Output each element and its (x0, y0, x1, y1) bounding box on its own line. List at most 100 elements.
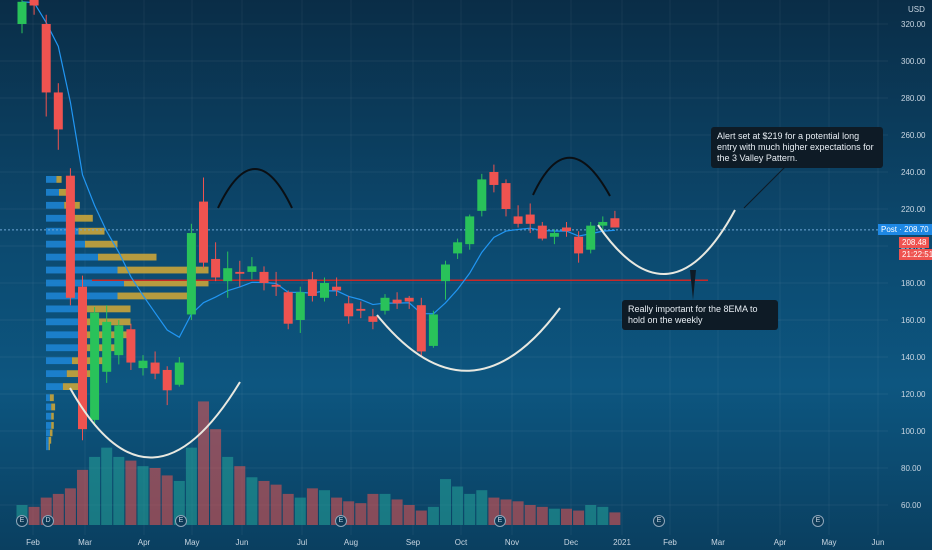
y-tick-label: 320.00 (901, 20, 926, 29)
volume-bar (319, 490, 330, 525)
candle-body (259, 271, 269, 283)
candle-body (562, 227, 571, 232)
candle-body (574, 236, 584, 254)
volume-profile-bar-b (51, 403, 56, 411)
event-marker-4[interactable]: E (335, 515, 347, 527)
volume-profile-bar-b (62, 383, 83, 390)
volume-bar (379, 493, 391, 525)
volume-profile-bar-a (46, 214, 72, 222)
volume-profile-bar-b (117, 292, 196, 300)
x-tick-label: Apr (774, 538, 787, 547)
volume-bar (331, 497, 343, 525)
candle-body (332, 286, 342, 291)
volume-profile-bar-a (46, 394, 50, 402)
volume-profile-bar-b (49, 394, 54, 402)
volume-bar (500, 499, 512, 525)
volume-profile-bar-a (46, 357, 72, 365)
valley-arc-1 (69, 381, 241, 459)
volume-profile-bar-a (46, 266, 118, 274)
x-tick-label: Dec (564, 538, 578, 547)
volume-bar (524, 505, 536, 525)
candle-body (150, 362, 160, 374)
volume-bar (270, 484, 282, 525)
x-tick-label: Jul (297, 538, 307, 547)
candle-body (549, 233, 559, 237)
x-tick-label: 2021 (613, 538, 631, 547)
y-tick-label: 280.00 (901, 94, 926, 103)
volume-profile-bar-b (48, 436, 52, 444)
volume-bar (440, 479, 451, 525)
candle-body (174, 362, 184, 385)
volume-profile-bar-b (72, 357, 104, 365)
candle-body (598, 221, 608, 226)
volume-profile-bar-a (46, 443, 49, 451)
volume-profile-bar-a (46, 383, 63, 390)
candle-body (344, 303, 354, 317)
candle-body (65, 175, 75, 298)
event-marker-5[interactable]: E (494, 515, 506, 527)
event-marker-6[interactable]: E (653, 515, 665, 527)
volume-bar (198, 401, 209, 525)
volume-profile-bar-b (85, 240, 118, 248)
volume-profile-bar-a (46, 370, 67, 378)
volume-profile-bar-a (46, 188, 59, 196)
x-tick-label: Feb (663, 538, 677, 547)
candle-body (477, 179, 487, 211)
volume-profile-bar-b (48, 443, 50, 451)
candle-body (247, 266, 257, 272)
event-marker-3[interactable]: E (175, 515, 187, 527)
volume-profile-bar-a (46, 344, 79, 352)
volume-profile-bar-a (46, 403, 52, 411)
candle-body (537, 225, 547, 239)
y-tick-label: 100.00 (901, 427, 926, 436)
x-tick-label: Mar (711, 538, 725, 547)
volume-profile-bar-b (117, 266, 209, 274)
volume-bar (125, 460, 137, 525)
currency-text: USD (908, 5, 925, 14)
volume-bar (173, 480, 185, 525)
volume-bar (282, 493, 294, 525)
candle-body (102, 321, 112, 372)
candle-body (162, 369, 172, 391)
candle-body (271, 284, 281, 287)
y-tick-label: 120.00 (901, 390, 926, 399)
annotation-8ema[interactable]: Really important for the 8EMA to hold on… (622, 300, 778, 330)
event-marker-label: D (45, 517, 51, 524)
volume-profile-bar-a (46, 331, 85, 339)
candle-body (211, 258, 221, 278)
volume-bar (246, 477, 258, 525)
x-tick-label: Oct (455, 538, 468, 547)
volume-bar (161, 475, 173, 525)
currency-label: USD (905, 4, 928, 15)
candle-body (356, 308, 366, 311)
event-marker-7[interactable]: E (812, 515, 824, 527)
event-marker-1[interactable]: E (16, 515, 28, 527)
volume-bar (415, 510, 427, 525)
y-tick-label: 140.00 (901, 353, 926, 362)
volume-profile-bar-b (59, 188, 70, 196)
candle-body (380, 297, 390, 311)
volume-profile-bar-b (78, 227, 105, 235)
candle-body (428, 314, 438, 346)
volume-bar (77, 469, 88, 525)
x-tick-label: Aug (344, 538, 358, 547)
volume-bar (452, 486, 464, 525)
candle-body (126, 329, 136, 363)
annotation-alert[interactable]: Alert set at $219 for a potential long e… (711, 127, 883, 168)
candle-body (78, 286, 87, 430)
volume-bar (101, 447, 113, 525)
candle-body (295, 292, 305, 320)
y-tick-label: 80.00 (901, 464, 922, 473)
volume-profile-bar-a (46, 429, 50, 437)
post-price-text: Post · 208.70 (881, 225, 929, 234)
volume-bar (89, 456, 101, 525)
candle-body (441, 264, 450, 282)
valley-arc-2 (376, 307, 561, 372)
event-marker-2[interactable]: D (42, 515, 54, 527)
candle-body (586, 225, 596, 250)
volume-profile-bar-a (46, 227, 79, 235)
annotation-8ema-pointer (690, 270, 696, 300)
volume-bar (488, 497, 500, 525)
